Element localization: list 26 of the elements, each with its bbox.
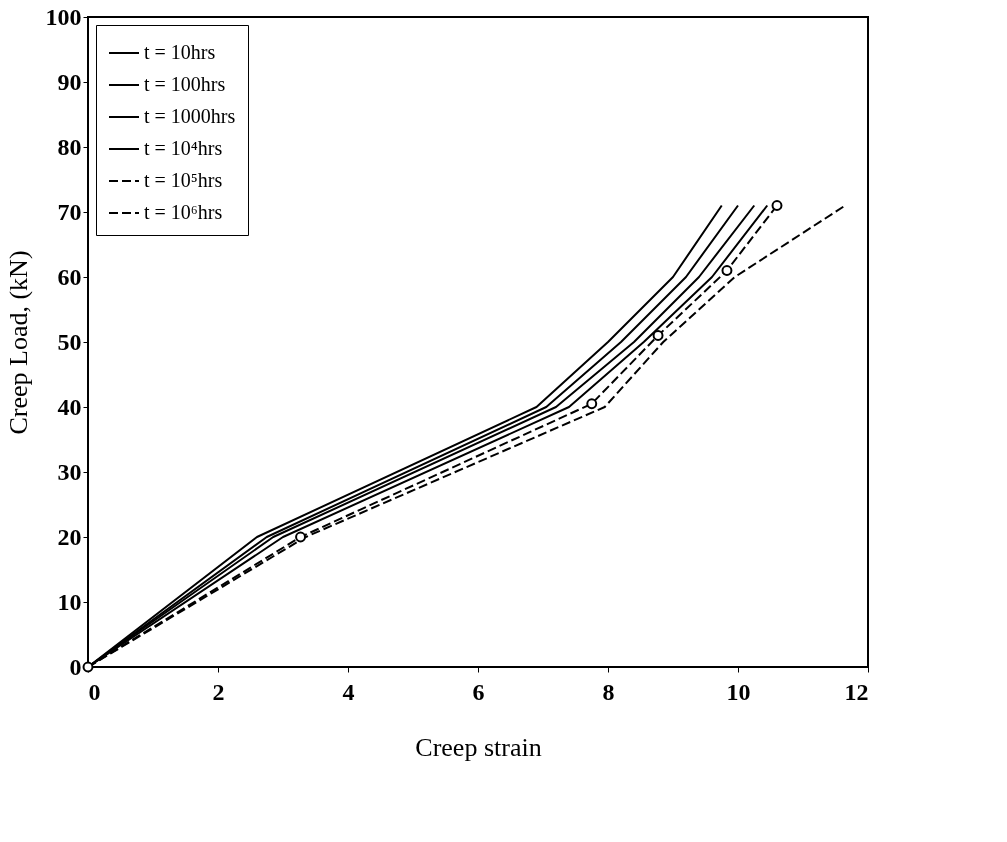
y-tick-label: 30 bbox=[57, 458, 82, 485]
x-axis-title: Creep strain bbox=[415, 732, 542, 762]
y-tick-label: 80 bbox=[57, 133, 82, 160]
x-tick-label: 10 bbox=[726, 678, 751, 705]
legend-label: t = 1000hrs bbox=[144, 105, 236, 127]
x-tick-label: 0 bbox=[88, 678, 101, 705]
legend-label: t = 10hrs bbox=[144, 41, 216, 63]
y-tick-label: 40 bbox=[57, 393, 82, 420]
y-tick-label: 90 bbox=[57, 68, 82, 95]
legend-label: t = 10⁵hrs bbox=[144, 169, 223, 191]
y-tick-label: 70 bbox=[57, 198, 82, 225]
x-tick-label: 4 bbox=[342, 678, 355, 705]
y-tick-label: 100 bbox=[45, 3, 82, 30]
y-tick-label: 10 bbox=[57, 588, 82, 615]
x-tick-label: 2 bbox=[212, 678, 225, 705]
y-tick-label: 20 bbox=[57, 523, 82, 550]
y-tick-label: 50 bbox=[57, 328, 82, 355]
y-axis-title: Creep Load, (kN) bbox=[3, 250, 33, 435]
x-tick-label: 8 bbox=[602, 678, 615, 705]
y-tick-label: 60 bbox=[57, 263, 82, 290]
x-tick-label: 12 bbox=[844, 678, 869, 705]
y-tick-label: 0 bbox=[69, 653, 82, 680]
x-tick-label: 6 bbox=[472, 678, 485, 705]
legend-label: t = 10⁴hrs bbox=[144, 137, 223, 159]
legend-label: t = 100hrs bbox=[144, 73, 226, 95]
legend-label: t = 10⁶hrs bbox=[144, 201, 223, 223]
